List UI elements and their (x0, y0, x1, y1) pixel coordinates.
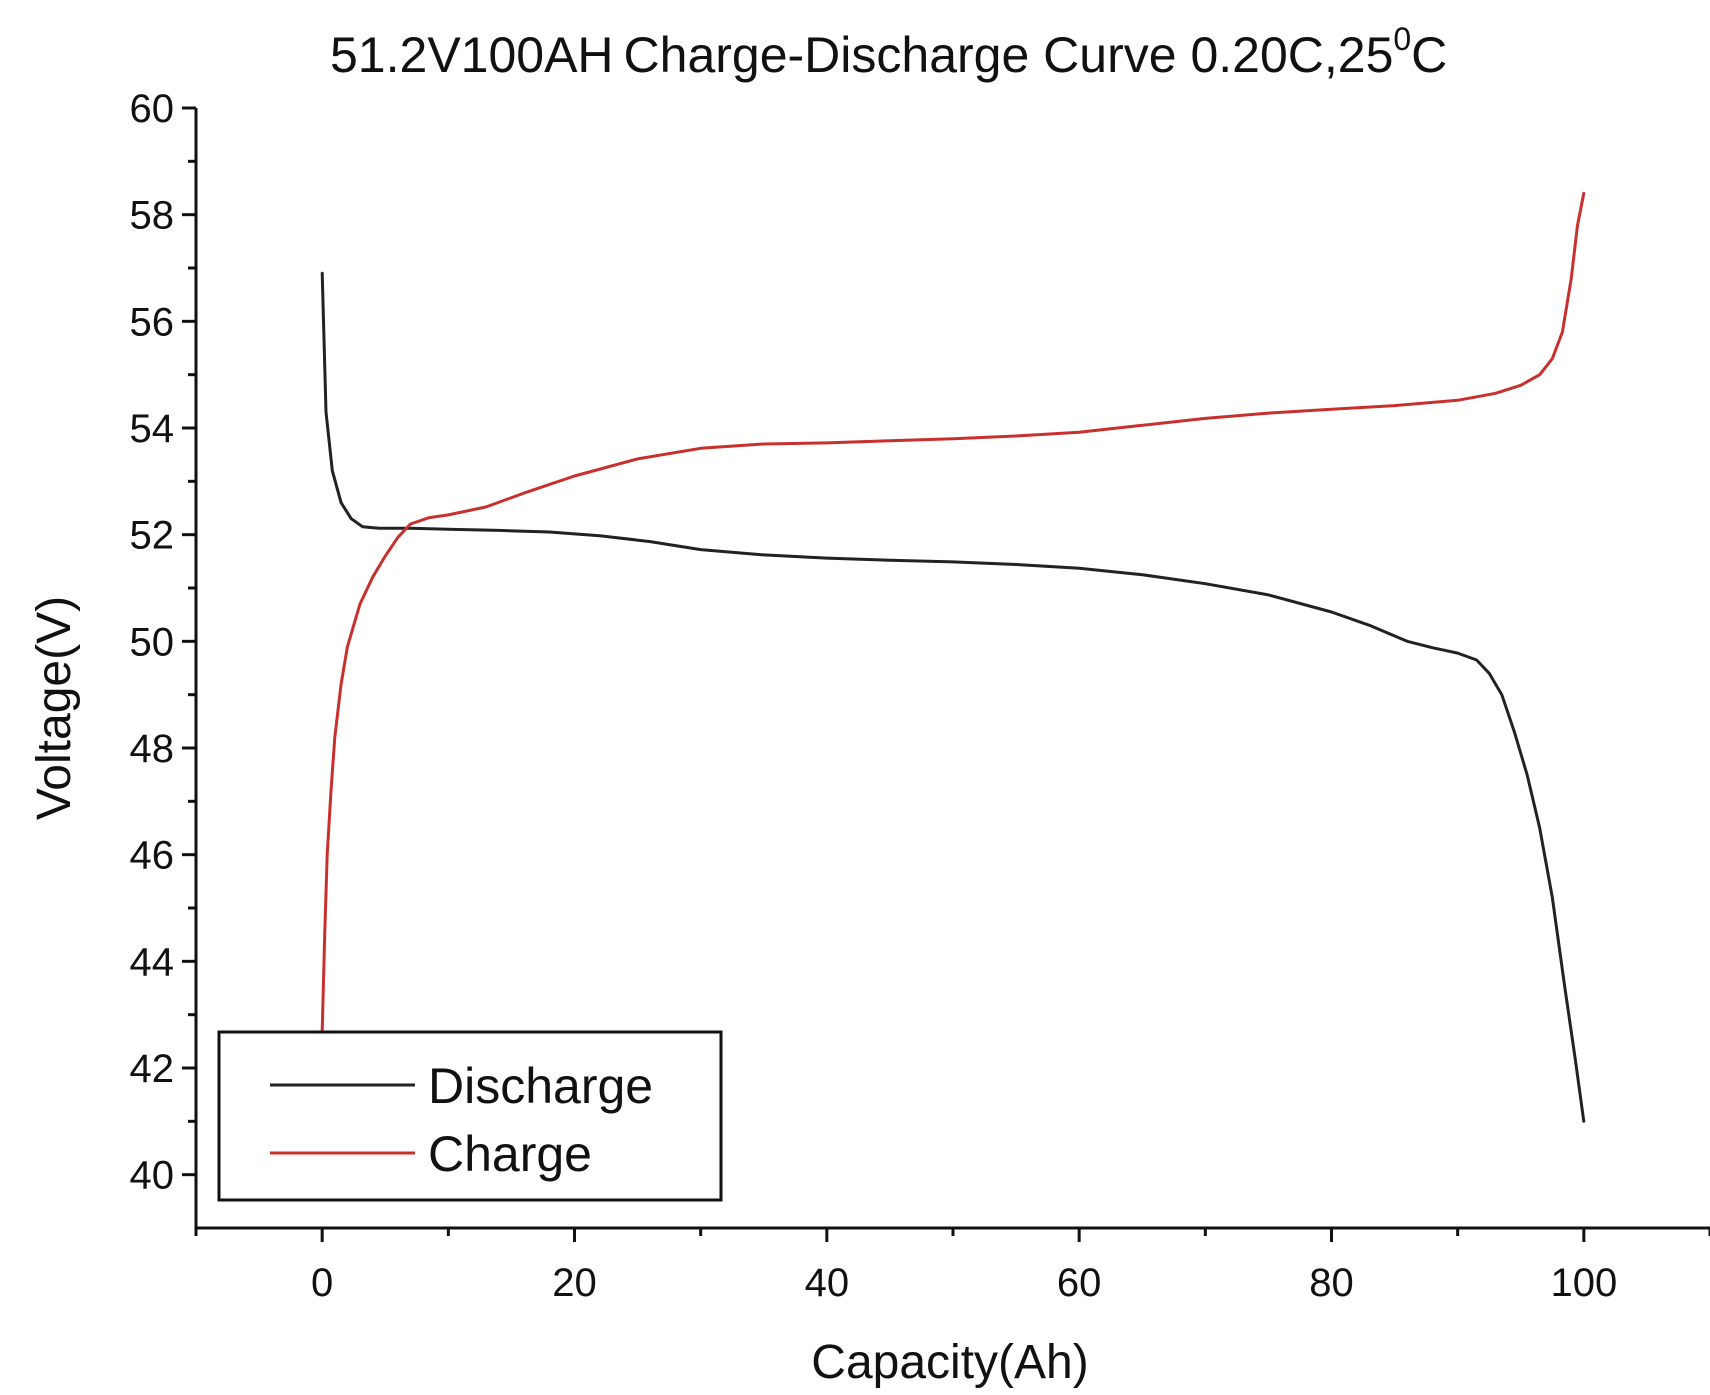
y-tick-label: 44 (130, 940, 175, 984)
y-tick-label: 40 (130, 1154, 175, 1198)
series-line-discharge (320, 271, 1586, 1123)
title-degree: 0 (1393, 21, 1411, 57)
title-rest: Charge-Discharge Curve 0.20C,25 (624, 27, 1394, 83)
series-line-charge (320, 191, 1586, 1033)
y-tick-label: 46 (130, 834, 175, 878)
y-tick-label: 54 (130, 407, 175, 451)
legend-label-discharge: Discharge (428, 1058, 653, 1114)
legend-box (217, 1030, 723, 1202)
x-tick-label: 0 (311, 1261, 333, 1305)
title-unit: C (1411, 27, 1447, 83)
y-tick-label: 48 (130, 727, 175, 771)
y-tick-label: 50 (130, 620, 175, 664)
y-tick-label: 52 (130, 514, 175, 558)
y-tick-label: 42 (130, 1047, 175, 1091)
y-axis-title: Voltage(V) (28, 596, 81, 820)
x-tick-label: 80 (1309, 1261, 1354, 1305)
y-tick-label: 58 (130, 194, 175, 238)
series-layer (320, 191, 1586, 1123)
title-main: 51.2V100AH (330, 27, 614, 83)
x-tick-label: 100 (1550, 1261, 1617, 1305)
tick-labels: 40 42 44 46 48 50 52 54 56 58 60 0 20 40 60 80 100 (130, 87, 1618, 1305)
x-axis-title: Capacity(Ah) (811, 1336, 1088, 1389)
y-tick-label: 60 (130, 87, 175, 131)
x-tick-label: 20 (552, 1261, 597, 1305)
chart-title: 51.2V100AH Charge-Discharge Curve 0.20C,2… (330, 21, 1447, 83)
legend: Discharge Charge (217, 1030, 723, 1202)
legend-label-charge: Charge (428, 1126, 592, 1182)
x-tick-label: 60 (1057, 1261, 1102, 1305)
y-tick-label: 56 (130, 300, 175, 344)
axis-ticks (182, 106, 1710, 1242)
x-tick-label: 40 (805, 1261, 850, 1305)
